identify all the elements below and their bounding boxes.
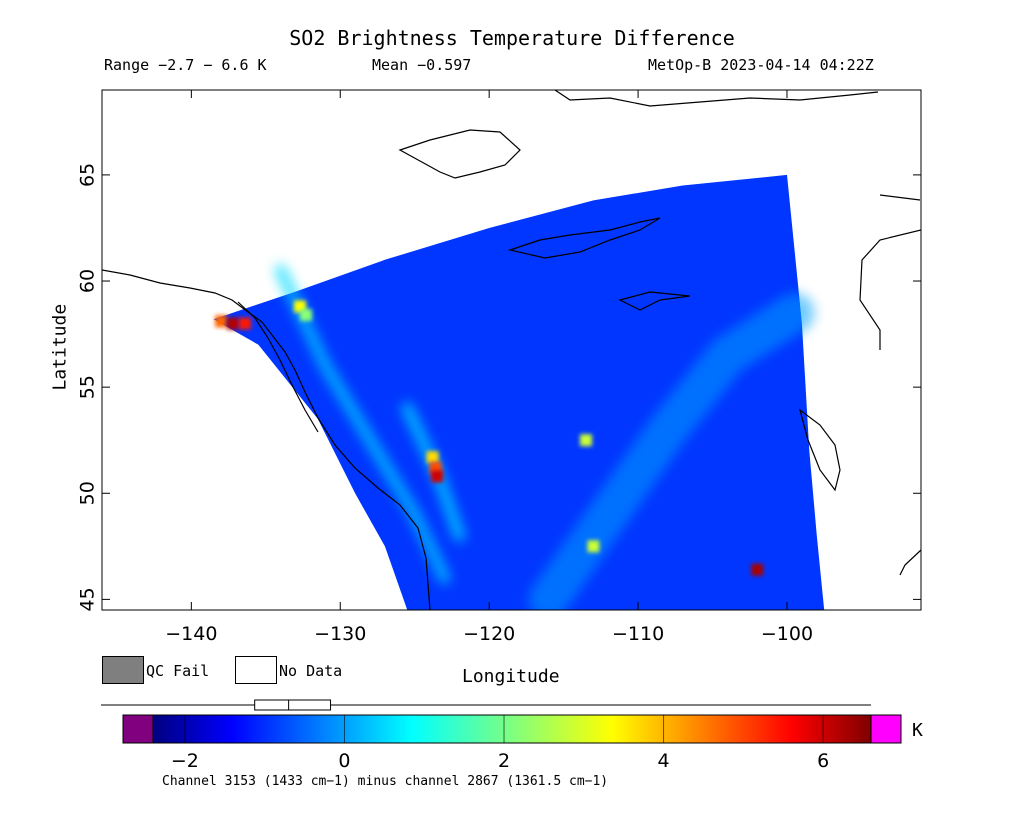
coastline-segment: [507, 217, 661, 259]
x-tick-label: −120: [463, 623, 515, 645]
satellite-time-label: MetOp-B 2023-04-14 04:22Z: [648, 56, 874, 74]
coastline-segment: [798, 408, 841, 492]
coastline-segment: [398, 129, 521, 179]
hotspot-pixel: [587, 540, 600, 553]
hotspot-pixel: [580, 434, 592, 447]
colorbar-tick-label: 6: [817, 750, 829, 772]
colorbar-tick-label: 4: [658, 750, 670, 772]
x-tick-label: −110: [612, 623, 664, 645]
colorbar-tick-label: −2: [171, 750, 199, 772]
qc-fail-label: QC Fail: [146, 662, 210, 680]
coastline: [102, 90, 921, 610]
colorbar-gradient: [152, 714, 872, 744]
colorbar-unit: K: [912, 720, 923, 741]
coastline-segment: [618, 291, 691, 311]
swath-area: [213, 174, 825, 610]
y-tick-label: 60: [77, 269, 99, 293]
chart-title: SO2 Brightness Temperature Difference: [289, 26, 735, 50]
range-label: Range −2.7 − 6.6 K: [104, 56, 267, 74]
y-tick-label: 65: [77, 163, 99, 187]
hotspot-pixel: [431, 470, 443, 483]
no-data-swatch: [235, 656, 277, 684]
x-tick-label: −130: [314, 623, 366, 645]
colorbar-tick-label: 0: [338, 750, 350, 772]
hotspot-pixel: [426, 451, 439, 464]
coastline-segment: [859, 229, 921, 350]
channel-description: Channel 3153 (1433 cm−1) minus channel 2…: [162, 774, 609, 789]
distribution-box: [254, 699, 332, 711]
hotspot-pixel: [227, 317, 239, 330]
hotspot-pixel: [239, 317, 251, 330]
qc-fail-swatch: [102, 656, 144, 684]
y-tick-label: 45: [77, 587, 99, 611]
hotspot-pixel: [751, 563, 764, 576]
x-axis-label: Longitude: [462, 666, 560, 687]
colorbar: −2 0 2 4 6: [101, 699, 902, 772]
coastline-segment: [879, 194, 921, 201]
coastline-segment: [237, 301, 319, 433]
hotspot-pixel: [215, 315, 228, 328]
coastline-segment: [899, 549, 921, 576]
mean-label: Mean −0.597: [372, 56, 472, 74]
hotspot-pixel: [300, 309, 312, 321]
no-data-label: No Data: [279, 662, 343, 680]
colorbar-over-swatch: [870, 714, 902, 744]
colorbar-tick-label: 2: [498, 750, 510, 772]
plot-frame: [101, 89, 922, 611]
x-tick-label: −140: [165, 623, 217, 645]
coastline-segment: [102, 269, 431, 610]
coastline-segment: [554, 90, 879, 107]
y-tick-label: 55: [77, 375, 99, 399]
bright-band: [274, 264, 451, 585]
y-tick-label: 50: [77, 481, 99, 505]
x-tick-label: −100: [761, 623, 813, 645]
colorbar-under-swatch: [122, 714, 154, 744]
